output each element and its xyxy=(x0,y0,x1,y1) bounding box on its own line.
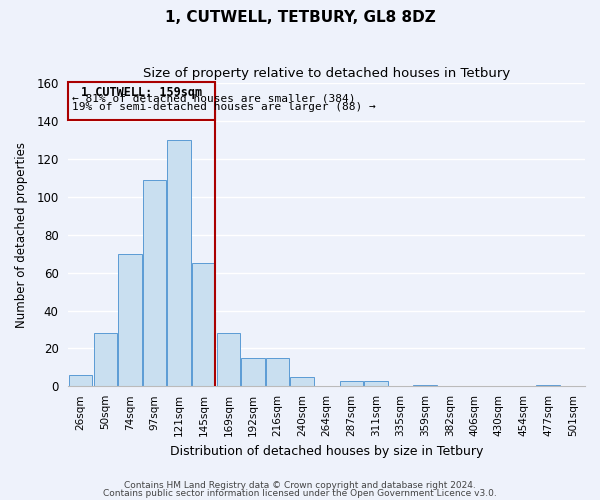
Y-axis label: Number of detached properties: Number of detached properties xyxy=(15,142,28,328)
Bar xyxy=(118,254,142,386)
Bar xyxy=(364,380,388,386)
Text: 1, CUTWELL, TETBURY, GL8 8DZ: 1, CUTWELL, TETBURY, GL8 8DZ xyxy=(164,10,436,25)
Bar xyxy=(94,334,117,386)
Bar xyxy=(290,377,314,386)
Title: Size of property relative to detached houses in Tetbury: Size of property relative to detached ho… xyxy=(143,68,511,80)
Text: Contains HM Land Registry data © Crown copyright and database right 2024.: Contains HM Land Registry data © Crown c… xyxy=(124,480,476,490)
Bar xyxy=(68,82,215,120)
Bar xyxy=(192,263,215,386)
X-axis label: Distribution of detached houses by size in Tetbury: Distribution of detached houses by size … xyxy=(170,444,484,458)
Bar xyxy=(241,358,265,386)
Text: ← 81% of detached houses are smaller (384): ← 81% of detached houses are smaller (38… xyxy=(72,94,356,104)
Text: 1 CUTWELL: 159sqm: 1 CUTWELL: 159sqm xyxy=(82,86,202,99)
Bar xyxy=(167,140,191,386)
Bar xyxy=(340,380,363,386)
Bar xyxy=(143,180,166,386)
Bar xyxy=(536,384,560,386)
Bar xyxy=(217,334,240,386)
Bar xyxy=(266,358,289,386)
Text: 19% of semi-detached houses are larger (88) →: 19% of semi-detached houses are larger (… xyxy=(72,102,376,112)
Text: Contains public sector information licensed under the Open Government Licence v3: Contains public sector information licen… xyxy=(103,489,497,498)
Bar xyxy=(413,384,437,386)
Bar xyxy=(69,375,92,386)
